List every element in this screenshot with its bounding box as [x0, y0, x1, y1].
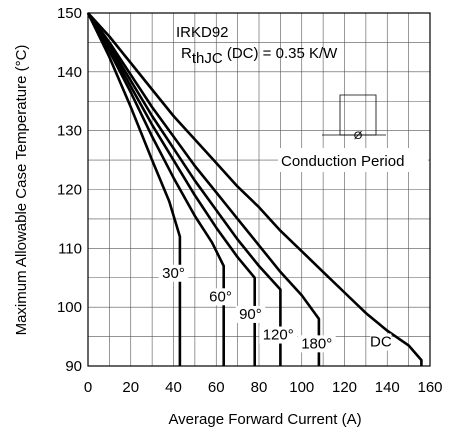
series-label: 60°: [209, 288, 232, 305]
series-label-bg: [158, 264, 189, 282]
y-tick-label: 140: [57, 64, 82, 81]
conduction-period-inset: Ø Conduction Period: [278, 94, 428, 172]
rth-subscript: thJC: [192, 50, 223, 67]
inset-phi-symbol: Ø: [354, 130, 363, 142]
series-label-bg: [205, 288, 236, 306]
y-tick-label: 110: [58, 240, 82, 257]
x-tick-label: 40: [165, 379, 182, 396]
rth-value: (DC) = 0.35 K/W: [223, 45, 338, 62]
series-label: 120°: [263, 327, 294, 344]
x-tick-label: 160: [417, 379, 442, 396]
y-tick-label: 90: [65, 358, 82, 375]
x-tick-label: 80: [251, 379, 268, 396]
y-axis-label: Maximum Allowable Case Temperature (°C): [13, 45, 30, 336]
series-label: 30°: [162, 265, 185, 282]
x-tick-label: 100: [289, 379, 314, 396]
x-axis-label: Average Forward Current (A): [168, 411, 361, 428]
series-line: [86, 12, 256, 366]
series-line: [86, 12, 321, 366]
series-line: [86, 12, 225, 366]
series-label-bg: [370, 333, 392, 351]
y-tick-labels: 90 100 110 120 130 140 150: [57, 5, 82, 375]
x-tick-labels: 0 20 40 60 80 100 120 140 160: [84, 379, 443, 396]
curves: [86, 12, 423, 366]
series-label: 90°: [239, 306, 262, 323]
series-label: 180°: [301, 335, 332, 352]
series-line: [87, 12, 423, 366]
y-tick-label: 130: [57, 123, 82, 140]
series-line: [86, 12, 182, 366]
x-tick-label: 0: [84, 379, 92, 396]
inset-pulse: [339, 94, 377, 135]
inset-background: [278, 148, 428, 172]
plot-frame: [87, 12, 431, 367]
rth-symbol: R: [181, 45, 192, 62]
y-tick-label: 120: [57, 182, 82, 199]
series-line: [86, 12, 282, 366]
x-tick-label: 60: [208, 379, 225, 396]
series-label-bg: [297, 335, 336, 353]
curve-labels: 30° 60° 90°120° 180° DC: [158, 264, 392, 353]
x-tick-label: 140: [375, 379, 400, 396]
rth-label: RthJC (DC) = 0.35 K/W: [181, 45, 338, 67]
x-tick-label: 120: [332, 379, 357, 396]
y-tick-label: 150: [57, 5, 82, 22]
y-tick-label: 100: [57, 299, 82, 316]
device-label: IRKD92: [176, 24, 229, 41]
series-label-bg: [235, 305, 266, 323]
x-tick-label: 20: [122, 379, 139, 396]
inset-label: Conduction Period: [281, 153, 404, 170]
series-label-bg: [259, 326, 298, 344]
series-label: DC: [370, 334, 392, 351]
